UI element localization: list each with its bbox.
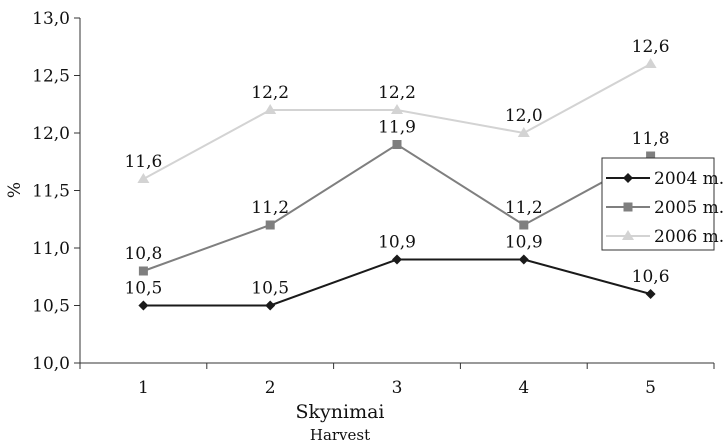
data-point-marker (517, 127, 530, 137)
legend-label: 2005 m. (654, 198, 724, 218)
data-point-marker (519, 220, 529, 230)
legend-swatch-marker (622, 230, 634, 240)
data-point-marker (392, 140, 402, 149)
data-label: 12,0 (505, 106, 543, 126)
data-point-marker (137, 173, 150, 183)
data-point-marker (138, 266, 148, 276)
data-label: 12,2 (251, 83, 289, 103)
legend-box (601, 157, 715, 251)
legend-swatch-marker (623, 202, 633, 212)
data-point-marker (646, 151, 656, 161)
legend-swatch-marker (623, 173, 633, 183)
y-tick-label: 10,0 (32, 354, 70, 374)
x-tick-label: 5 (645, 378, 656, 398)
data-label: 11,6 (124, 152, 162, 172)
x-tick-label: 4 (518, 378, 529, 398)
legend-label: 2004 m. (654, 169, 724, 189)
x-tick-label: 3 (392, 378, 403, 398)
data-label: 11,8 (632, 129, 670, 149)
axes: 10,0 10,5 11,0 11,5 12,0 12,5 13,0 1 2 3 4 5 (32, 9, 715, 398)
y-tick-label: 11,0 (32, 239, 70, 259)
data-point-marker (644, 58, 657, 68)
data-point-marker (392, 254, 402, 265)
data-label: 10,5 (124, 279, 162, 299)
data-point-marker (645, 289, 656, 299)
data-point-marker (265, 300, 276, 311)
x-tick-label: 2 (265, 378, 276, 398)
legend: 2004 m. 2005 m. 2006 m. (601, 157, 724, 251)
data-label: 11,2 (251, 198, 289, 218)
series-markers (137, 58, 657, 311)
y-tick-label: 13,0 (32, 9, 70, 29)
data-point-marker (518, 254, 529, 265)
data-label: 12,6 (632, 37, 670, 57)
y-tick-label: 12,0 (32, 124, 70, 144)
data-point-marker (265, 220, 275, 230)
y-tick-label: 10,5 (32, 297, 70, 317)
data-label: 12,2 (378, 83, 416, 103)
y-axis-title: % (5, 182, 25, 198)
data-point-marker (138, 300, 149, 311)
series-line (143, 258, 651, 307)
data-label: 10,6 (632, 267, 670, 287)
data-labels: 11,6 12,2 12,2 12,0 12,6 10,8 11,2 11,9 11,2 11,8… (124, 37, 669, 299)
x-axis-title: Skynimai (296, 401, 385, 423)
data-label: 10,5 (251, 279, 289, 299)
x-tick-label: 1 (138, 378, 149, 398)
data-label: 10,8 (124, 244, 162, 264)
data-label: 11,2 (505, 198, 543, 218)
x-axis-subtitle: Harvest (310, 426, 370, 444)
data-label: 10,9 (505, 233, 543, 253)
data-label: 11,9 (378, 118, 416, 138)
data-point-marker (391, 104, 403, 114)
data-label: 10,9 (378, 233, 416, 253)
y-tick-label: 12,5 (32, 67, 70, 87)
y-tick-label: 11,5 (32, 182, 70, 202)
data-point-marker (264, 104, 277, 114)
legend-label: 2006 m. (654, 227, 724, 247)
